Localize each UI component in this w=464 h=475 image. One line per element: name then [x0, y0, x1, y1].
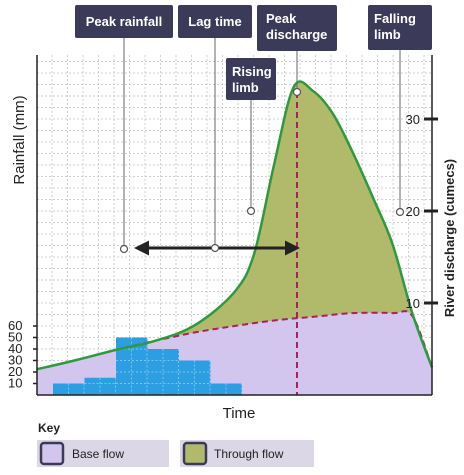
- callout-peak-discharge-line2: discharge: [266, 27, 327, 42]
- left-tick-label: 20: [8, 364, 22, 379]
- callout-falling-limb-line2: limb: [374, 27, 401, 42]
- callout-lag-time-text: Lag time: [188, 14, 241, 29]
- left-tick-label: 50: [8, 330, 22, 345]
- right-tick-label: 20: [406, 204, 420, 219]
- right-tick-label: 30: [406, 112, 420, 127]
- peak-rainfall-point: [119, 244, 129, 254]
- base-flow-separation-line: [36, 310, 433, 371]
- callout-lag-time: Lag time: [178, 5, 252, 38]
- callout-peak-discharge-line1: Peak: [266, 11, 297, 26]
- peak-discharge-point: [292, 87, 302, 97]
- x-axis-title: Time: [223, 405, 256, 422]
- callout-rising-limb: Rising limb: [226, 58, 276, 100]
- callout-peak-discharge: Peak discharge: [257, 5, 337, 51]
- right-axis-ticks: 10 20 30: [406, 112, 438, 311]
- y-axis-right-title: River discharge (cumecs): [442, 159, 457, 317]
- callout-peak-discharge-text: Peak discharge: [266, 11, 327, 42]
- legend-title: Key: [38, 421, 60, 435]
- rising-limb-point: [246, 206, 256, 216]
- left-tick-label: 30: [8, 353, 22, 368]
- left-tick-label: 40: [8, 341, 22, 356]
- callout-rising-limb-line2: limb: [232, 80, 259, 95]
- left-tick-label: 10: [8, 376, 22, 391]
- legend: Key Base flow Through flow: [37, 421, 314, 467]
- callout-falling-limb-text: Falling limb: [374, 11, 420, 42]
- falling-limb-point: [395, 207, 405, 217]
- lag-time-point: [210, 243, 220, 253]
- legend-swatch-base-flow: [39, 441, 65, 466]
- legend-swatch-through-flow: [182, 441, 208, 466]
- legend-label-through-flow: Through flow: [214, 447, 284, 461]
- callout-rising-limb-line1: Rising: [232, 64, 272, 79]
- callout-falling-limb: Falling limb: [368, 5, 432, 50]
- left-tick-label: 60: [8, 318, 22, 333]
- discharge-line: [36, 80, 434, 371]
- legend-label-base-flow: Base flow: [72, 447, 124, 461]
- callout-peak-rainfall: Peak rainfall: [75, 5, 173, 38]
- y-axis-left-title: Rainfall (mm): [11, 95, 28, 184]
- callout-rising-limb-text: Rising limb: [232, 64, 275, 95]
- right-tick-label: 10: [406, 296, 420, 311]
- callout-falling-limb-line1: Falling: [374, 11, 416, 26]
- callout-peak-rainfall-text: Peak rainfall: [86, 14, 163, 29]
